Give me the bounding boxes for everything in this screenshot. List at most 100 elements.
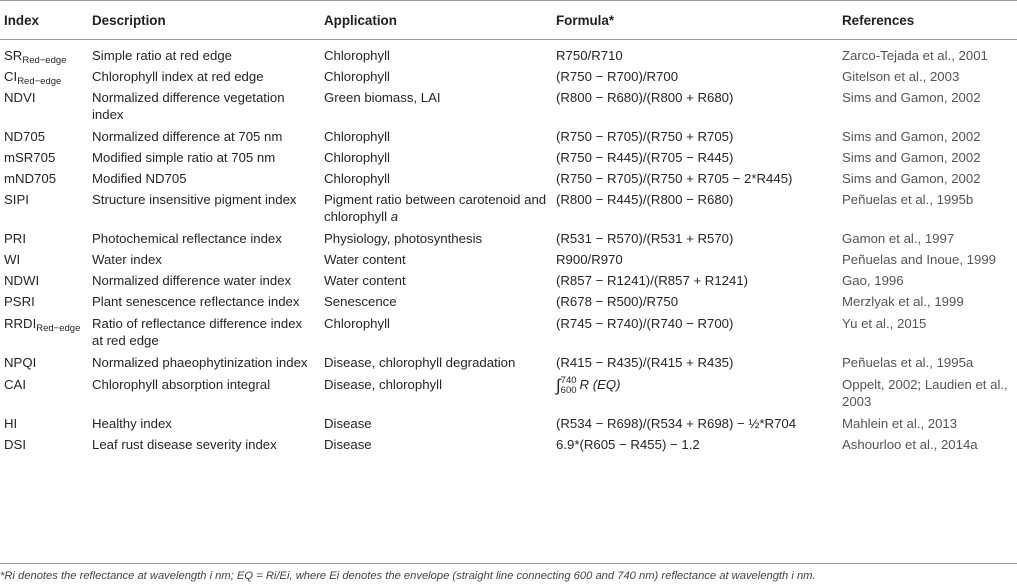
cell-application: Chlorophyll xyxy=(320,145,552,166)
cell-reference: Sims and Gamon, 2002 xyxy=(842,90,981,105)
cell-reference: Sims and Gamon, 2002 xyxy=(842,129,981,144)
index-name: PSRI xyxy=(4,294,35,309)
cell-description: Normalized difference water index xyxy=(92,273,292,288)
cell-formula: (R800 − R445)/(R800 − R680) xyxy=(556,192,734,207)
application-text: Water content xyxy=(324,252,406,267)
cell-reference: Zarco-Tejada et al., 2001 xyxy=(842,48,988,63)
application-text: Chlorophyll xyxy=(324,69,390,84)
cell-index: PRI xyxy=(0,225,88,247)
application-text: Chlorophyll xyxy=(324,129,390,144)
cell-description: Normalized difference at 705 nm xyxy=(92,129,283,144)
table-row: SIPI Structure insensitive pigment index P… xyxy=(0,187,1017,225)
cell-description: Normalized phaeophytinization index xyxy=(92,355,308,370)
index-subscript: Red−edge xyxy=(36,323,81,334)
cell-application: Disease xyxy=(320,410,552,432)
index-name: NPQI xyxy=(4,355,37,370)
application-text: Chlorophyll xyxy=(324,150,390,165)
index-name: RRDI xyxy=(4,316,37,331)
index-name: SR xyxy=(4,48,23,63)
cell-index: PSRI xyxy=(0,289,88,310)
index-name: NDWI xyxy=(4,273,40,288)
cell-index: NPQI xyxy=(0,349,88,371)
table-row: DSI Leaf rust disease severity index Disea… xyxy=(0,432,1017,453)
cell-formula: R900/R970 xyxy=(556,252,623,267)
cell-index: RRDIRed−edge xyxy=(0,310,88,349)
application-text: Disease xyxy=(324,437,372,452)
application-text: Disease, chlorophyll degradation xyxy=(324,355,516,370)
index-name: PRI xyxy=(4,231,26,246)
cell-reference: Gao, 1996 xyxy=(842,273,904,288)
header-formula: Formula* xyxy=(552,0,838,40)
cell-application: Physiology, photosynthesis xyxy=(320,225,552,247)
table-row: ND705 Normalized difference at 705 nm Chlo… xyxy=(0,123,1017,145)
cell-application: Pigment ratio between carotenoid and chl… xyxy=(320,187,552,225)
cell-application: Chlorophyll xyxy=(320,166,552,187)
cell-formula: (R745 − R740)/(R740 − R700) xyxy=(556,316,734,331)
cell-reference: Sims and Gamon, 2002 xyxy=(842,150,981,165)
cell-formula: R750/R710 xyxy=(556,48,623,63)
application-text: Water content xyxy=(324,273,406,288)
cell-index: SIPI xyxy=(0,187,88,225)
table-row: PRI Photochemical reflectance index Physio… xyxy=(0,225,1017,247)
cell-reference: Gamon et al., 1997 xyxy=(842,231,955,246)
integral-icon: ∫ xyxy=(556,376,561,396)
cell-index: CIRed−edge xyxy=(0,64,88,87)
cell-application: Disease xyxy=(320,432,552,453)
application-text: Disease xyxy=(324,416,372,431)
index-name: mND705 xyxy=(4,171,57,186)
cell-formula: (R534 − R698)/(R534 + R698) − ½*R704 xyxy=(556,416,797,431)
table-row: NDWI Normalized difference water index Wat… xyxy=(0,268,1017,289)
index-name: WI xyxy=(4,252,21,267)
cell-formula: (R415 − R435)/(R415 + R435) xyxy=(556,355,734,370)
cell-application: Senescence xyxy=(320,289,552,310)
cell-reference: Ashourloo et al., 2014a xyxy=(842,437,978,452)
table-body: SRRed−edge Simple ratio at red edge Chloro… xyxy=(0,40,1017,454)
index-name: mSR705 xyxy=(4,150,56,165)
table-row: HI Healthy index Disease (R534 − R698)/(R53… xyxy=(0,410,1017,432)
application-text: Senescence xyxy=(324,294,397,309)
table-row: SRRed−edge Simple ratio at red edge Chloro… xyxy=(0,40,1017,65)
application-text: Green biomass, LAI xyxy=(324,90,441,105)
header-row: Index Description Application Formula* R… xyxy=(0,0,1017,40)
application-text: Pigment ratio between carotenoid and chl… xyxy=(324,192,547,224)
cell-description: Chlorophyll absorption integral xyxy=(92,377,271,392)
table-row: NDVI Normalized difference vegetation ind… xyxy=(0,85,1017,123)
cell-application: Water content xyxy=(320,268,552,289)
table-row: NPQI Normalized phaeophytinization index D… xyxy=(0,349,1017,371)
cell-index: mSR705 xyxy=(0,145,88,166)
cell-description: Plant senescence reflectance index xyxy=(92,294,300,309)
cell-index: NDVI xyxy=(0,85,88,123)
cell-reference: Sims and Gamon, 2002 xyxy=(842,171,981,186)
index-name: CI xyxy=(4,69,18,84)
cell-index: ND705 xyxy=(0,123,88,145)
cell-application: Chlorophyll xyxy=(320,40,552,65)
application-text: Disease, chlorophyll xyxy=(324,377,443,392)
cell-formula: 6.9*(R605 − R455) − 1.2 xyxy=(556,437,700,452)
cell-application: Chlorophyll xyxy=(320,123,552,145)
header-application: Application xyxy=(320,0,552,40)
cell-formula: ∫ 740 600 R (EQ) xyxy=(552,371,838,410)
integral-upper: 740 xyxy=(560,375,577,386)
index-name: SIPI xyxy=(4,192,29,207)
cell-application: Disease, chlorophyll degradation xyxy=(320,349,552,371)
table-row: RRDIRed−edge Ratio of reflectance differe… xyxy=(0,310,1017,349)
cell-index: CAI xyxy=(0,371,88,410)
cell-description: Modified simple ratio at 705 nm xyxy=(92,150,276,165)
cell-formula: (R857 − R1241)/(R857 + R1241) xyxy=(556,273,749,288)
table-row: mND705 Modified ND705 Chlorophyll (R750 − R… xyxy=(0,166,1017,187)
cell-description: Modified ND705 xyxy=(92,171,187,186)
table-row: CAI Chlorophyll absorption integral Diseas… xyxy=(0,371,1017,410)
cell-reference: Yu et al., 2015 xyxy=(842,316,927,331)
index-name: DSI xyxy=(4,437,26,452)
index-subscript: Red−edge xyxy=(17,76,62,87)
cell-index: WI xyxy=(0,247,88,268)
cell-reference: Peñuelas et al., 1995a xyxy=(842,355,974,370)
integral-formula: ∫ 740 600 R (EQ) xyxy=(556,375,621,396)
cell-formula: (R800 − R680)/(R800 + R680) xyxy=(556,90,734,105)
cell-description: Water index xyxy=(92,252,162,267)
application-text: Chlorophyll xyxy=(324,316,390,331)
cell-application: Disease, chlorophyll xyxy=(320,371,552,410)
cell-reference: Peñuelas and Inoue, 1999 xyxy=(842,252,996,267)
table-row: mSR705 Modified simple ratio at 705 nm Chl… xyxy=(0,145,1017,166)
